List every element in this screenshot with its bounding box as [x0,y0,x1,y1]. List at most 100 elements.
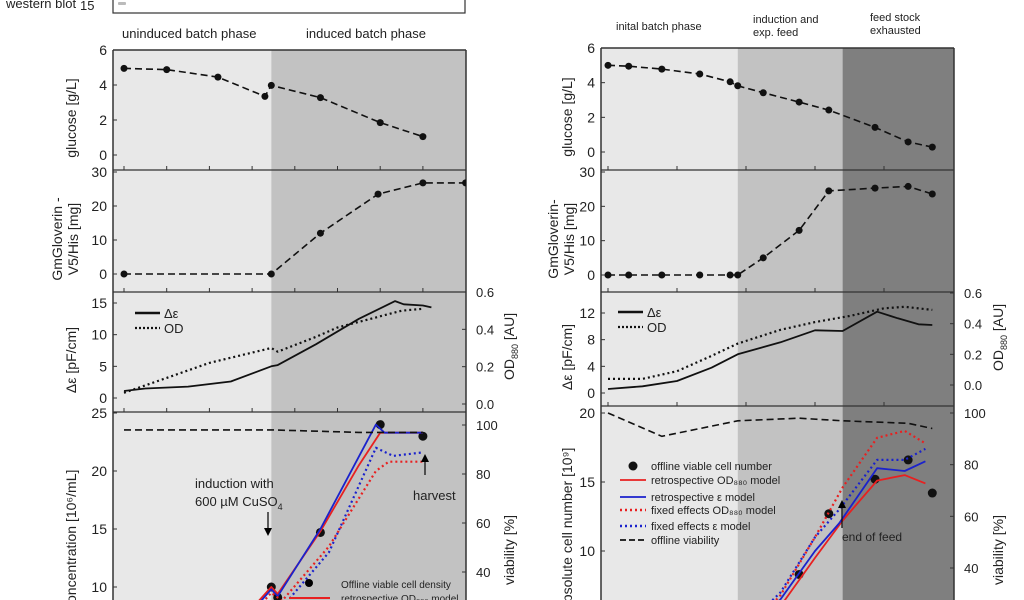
legend-label: offline viable cell number [651,461,772,473]
series-line-glucose [607,64,933,148]
y-tick-label: 25 [91,405,107,421]
phase-shade-1 [271,50,466,600]
legend-marker [628,461,638,471]
y-tick-label: 0 [99,390,107,406]
phase-label: inital batch phase [616,21,702,33]
series-line-gmgloverin-v5-his [124,182,466,275]
y-axis-label: concentration [10⁶/mL] [63,470,79,600]
data-point [825,187,833,195]
annotation-harvest: harvest [413,488,456,503]
y-tick-label-right: 0.4 [964,317,982,332]
legend-label: offline viability [651,535,720,547]
data-point [759,254,767,262]
legend-label: retrospective OD₈₈₀ model [341,594,458,600]
y-tick-label: 15 [91,521,107,537]
data-point [759,89,767,97]
y-tick-label-right: 100 [964,406,986,421]
y-tick-label-right: 40 [964,561,978,576]
y-tick-label: 0 [99,266,107,282]
y-tick-label-right: 60 [964,509,978,524]
data-point [658,65,666,73]
series-line-- [607,310,933,390]
series-line-fixed-effects-model [286,446,424,600]
data-point [928,143,936,151]
series-line-offline-viability [124,429,423,434]
data-point [726,78,734,86]
annotation-induction: induction with [195,476,274,491]
y-tick-label: 0 [587,267,595,283]
y-tick-label: 2 [99,112,107,128]
y-tick-label-right: 80 [476,467,490,482]
arrow-head [264,528,272,536]
annotation-end-of-feed: end of feed [842,530,902,544]
legend-label: OD [647,320,667,335]
data-point [795,98,803,106]
y-tick-label-right: 100 [476,418,498,433]
legend-marker [305,579,313,587]
y-axis-label-right: OD880 [AU] [990,304,1009,371]
y-tick-label: 30 [91,164,107,180]
y-axis-label: Δε [pF/cm] [559,324,575,390]
y-axis-label: absolute cell number [10⁹] [559,448,575,600]
y-tick-label: 6 [99,42,107,58]
series-group-cell_density [124,420,428,600]
arrow-head [421,454,429,462]
data-point [419,133,427,141]
y-tick-label: 4 [587,358,595,374]
y-tick-label: 4 [99,77,107,93]
data-point [871,123,879,131]
y-tick-label: 30 [579,164,595,180]
y-tick-label: 0 [587,385,595,401]
data-point [214,73,222,81]
y-axis-label: V5/His [mg] [561,203,577,275]
y-axis-label: glucose [g/L] [559,77,575,156]
phase-shade-2 [842,48,954,600]
series-line-- [123,300,432,392]
y-tick-label: 20 [91,198,107,214]
y-axis-label-right: viability [%] [990,515,1006,585]
phase-label: uninduced batch phase [122,26,256,41]
series-line-retrospective-model [778,460,926,600]
data-point [267,81,275,89]
series-line-offline-viability [607,412,933,438]
y-axis-label-right: viability [%] [501,515,517,585]
y-tick-label-right: 40 [476,565,490,580]
data-point [316,229,324,237]
phase-shade-1 [737,48,843,600]
data-point [696,70,704,78]
data-point [376,119,384,127]
phase-label: induced batch phase [306,26,426,41]
legend-label: Offline viable cell density [341,580,451,591]
data-point [419,179,427,187]
western-blot-label: western blot [5,0,76,11]
data-point [625,271,633,279]
y-tick-label-right: 0.0 [476,397,494,412]
y-tick-label: 20 [579,198,595,214]
phase-label: exp. feed [753,27,798,39]
data-point [625,62,633,70]
y-tick-label: 6 [587,40,595,56]
data-point [604,61,612,69]
y-axis-label-right: OD880 [AU] [501,313,520,380]
legend-label: Δε [647,305,662,320]
phase-shade-0 [601,48,738,600]
data-point [871,184,879,192]
data-point [267,270,275,278]
y-tick-label-right: 0.6 [964,286,982,301]
y-tick-label-right: 80 [964,458,978,473]
y-tick-label-right: 0.2 [476,360,494,375]
data-point [163,66,171,74]
data-point [825,106,833,114]
series-group-capacitance [607,305,933,390]
y-axis-label: GmGloverin- [545,199,561,279]
western-blot-band [118,2,126,5]
data-point [928,190,936,198]
series-line-od [608,305,933,380]
annotation-induction: 600 µM CuSO4 [195,494,283,512]
legend-label: retrospective OD₈₈₀ model [651,475,780,487]
data-point [261,92,269,100]
y-tick-label: 8 [587,332,595,348]
data-point [604,271,612,279]
phase-label: feed stock [870,12,921,24]
